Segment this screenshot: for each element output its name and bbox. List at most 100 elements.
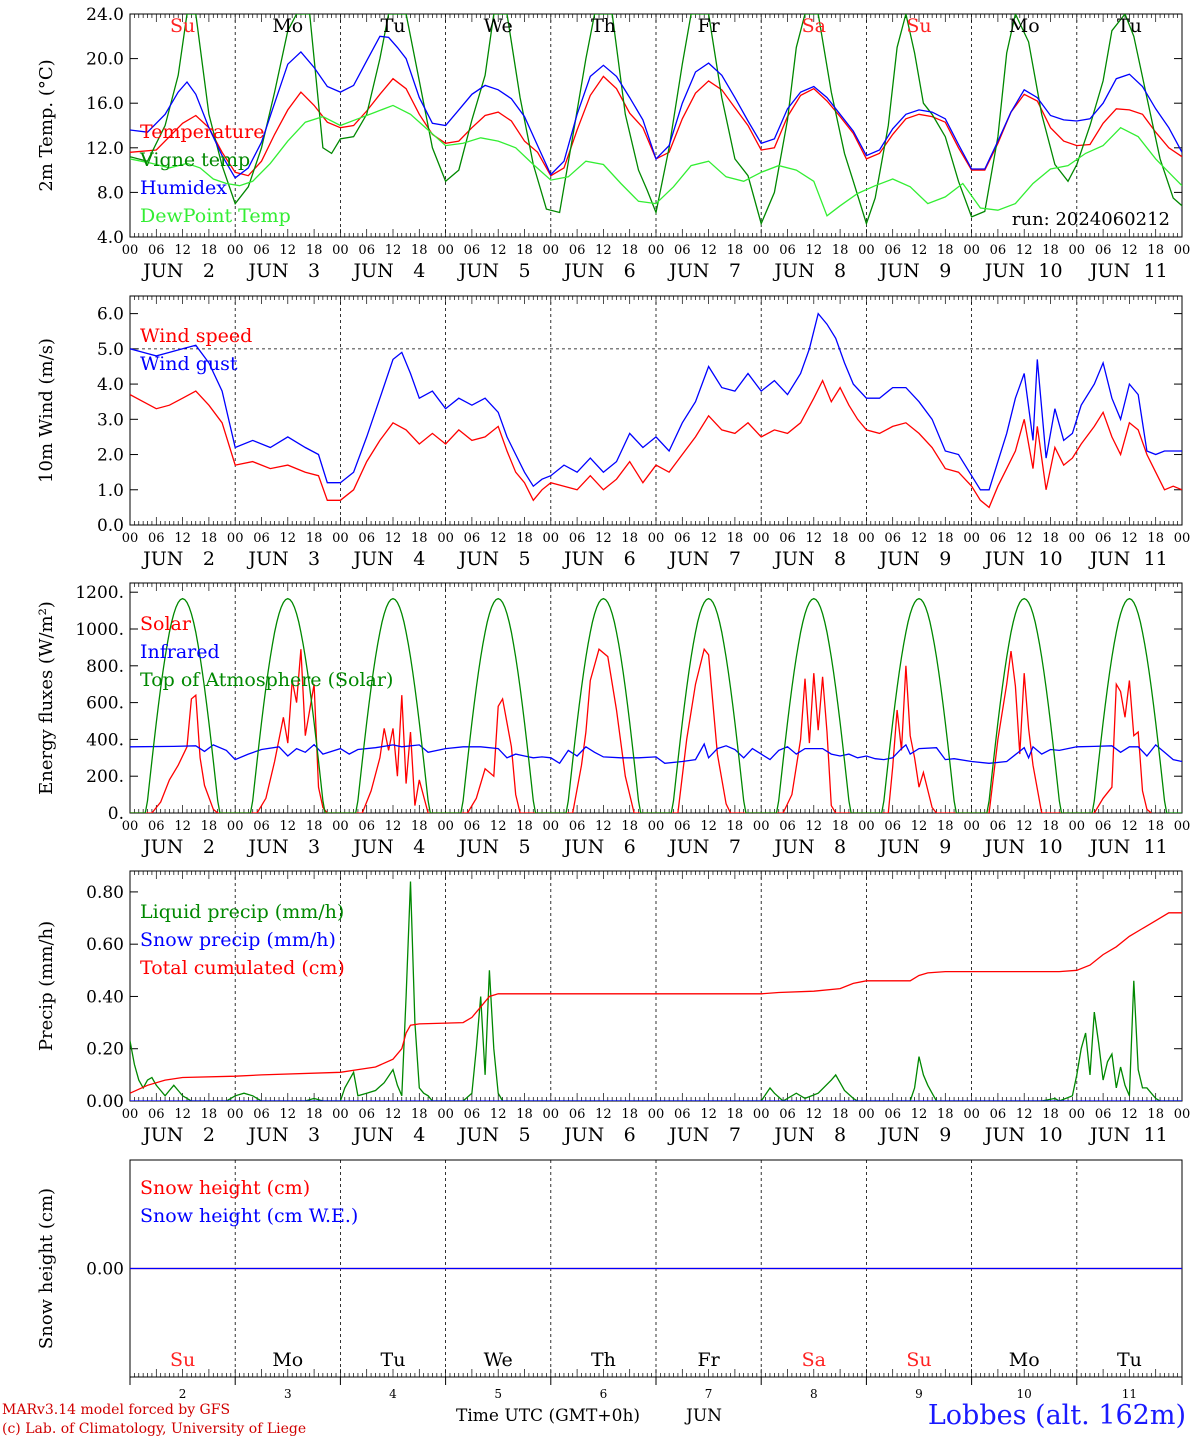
hour-tick-label: 18	[1147, 819, 1164, 834]
x-month-label: JUN	[1088, 548, 1130, 570]
x-month-label: JUN	[457, 1124, 499, 1146]
x-day-label: 10	[1038, 1124, 1062, 1146]
hour-tick-label: 12	[1121, 819, 1138, 834]
x-axis-label: Time UTC (GMT+0h)	[456, 1406, 641, 1426]
hour-tick-label: 06	[674, 243, 691, 258]
x-day-label: 6	[624, 260, 636, 282]
x-axis-month: JUN	[686, 1406, 723, 1426]
hour-tick-label: 00	[858, 1107, 875, 1122]
x-day-label: 2	[203, 548, 215, 570]
hour-tick-label: 00	[122, 531, 139, 546]
y-tick-label: 24.0	[86, 5, 124, 25]
x-month-label: JUN	[141, 548, 183, 570]
weekday-label-bottom: Mo	[272, 1349, 303, 1371]
hour-tick-label: 00	[648, 1107, 665, 1122]
hour-tick-label: 18	[1042, 531, 1059, 546]
hour-tick-label: 18	[411, 819, 428, 834]
x-month-label: JUN	[246, 1124, 288, 1146]
x-month-label: JUN	[457, 548, 499, 570]
x-day-label: 7	[729, 1124, 741, 1146]
x-month-label: JUN	[983, 836, 1025, 858]
x-day-label: 7	[729, 836, 741, 858]
hour-tick-label: 06	[990, 531, 1007, 546]
weekday-label-bottom: Tu	[381, 1349, 406, 1371]
x-month-label: JUN	[772, 836, 814, 858]
y-tick-label: 0.60	[86, 935, 124, 955]
hour-tick-label: 00	[1174, 819, 1191, 834]
series-line-wind-speed	[130, 379, 1182, 509]
hour-tick-label: 18	[411, 531, 428, 546]
day-number-label: 11	[1122, 1387, 1137, 1401]
x-day-label: 2	[203, 836, 215, 858]
hour-tick-label: 12	[490, 243, 507, 258]
x-day-label: 9	[939, 836, 951, 858]
x-month-label: JUN	[878, 836, 920, 858]
x-month-label: JUN	[667, 260, 709, 282]
hour-tick-label: 12	[174, 243, 191, 258]
y-tick-label: 16.0	[86, 94, 124, 114]
x-month-label: JUN	[983, 548, 1025, 570]
x-month-label: JUN	[562, 260, 604, 282]
hour-tick-label: 12	[806, 531, 823, 546]
y-tick-label: 5.0	[97, 340, 124, 360]
hour-tick-label: 12	[700, 819, 717, 834]
hour-tick-label: 06	[464, 819, 481, 834]
legend-entry: Top of Atmosphere (Solar)	[140, 669, 393, 691]
weekday-label-top: Su	[906, 15, 931, 37]
hour-tick-label: 00	[753, 819, 770, 834]
hour-tick-label: 06	[148, 819, 165, 834]
y-tick-label: 0.00	[86, 1260, 124, 1280]
weekday-label-top: Sa	[802, 15, 826, 37]
hour-tick-label: 18	[306, 819, 323, 834]
hour-tick-label: 12	[595, 819, 612, 834]
hour-tick-label: 00	[227, 243, 244, 258]
hour-tick-label: 12	[806, 1107, 823, 1122]
x-month-label: JUN	[352, 548, 394, 570]
x-month-label: JUN	[562, 548, 604, 570]
hour-tick-label: 00	[543, 1107, 560, 1122]
hour-tick-label: 18	[201, 1107, 218, 1122]
hour-tick-label: 06	[674, 819, 691, 834]
y-axis-label: Precip (mm/h)	[36, 921, 57, 1051]
x-day-label: 8	[834, 1124, 846, 1146]
hour-tick-label: 12	[385, 1107, 402, 1122]
y-axis-label: Energy fluxes (W/m²)	[36, 601, 57, 795]
y-tick-label: 400.	[86, 730, 124, 750]
x-day-label: 8	[834, 260, 846, 282]
x-month-label: JUN	[141, 836, 183, 858]
hour-tick-label: 06	[464, 1107, 481, 1122]
x-month-label: JUN	[352, 836, 394, 858]
weekday-label-top: Fr	[697, 15, 720, 37]
hour-tick-label: 12	[280, 819, 297, 834]
weekday-label-bottom: Sa	[802, 1349, 826, 1371]
day-number-label: 10	[1017, 1387, 1032, 1401]
hour-tick-label: 12	[490, 819, 507, 834]
x-month-label: JUN	[878, 1124, 920, 1146]
hour-tick-label: 12	[806, 819, 823, 834]
y-tick-label: 12.0	[86, 139, 124, 159]
hour-tick-label: 18	[832, 243, 849, 258]
hour-tick-label: 18	[937, 1107, 954, 1122]
x-month-label: JUN	[667, 548, 709, 570]
hour-tick-label: 00	[227, 1107, 244, 1122]
hour-tick-label: 06	[148, 531, 165, 546]
weekday-label-top: Mo	[272, 15, 303, 37]
hour-tick-label: 00	[437, 243, 454, 258]
hour-tick-label: 00	[753, 243, 770, 258]
hour-tick-label: 00	[543, 531, 560, 546]
hour-tick-label: 00	[437, 819, 454, 834]
day-number-label: 9	[915, 1387, 923, 1401]
hour-tick-label: 06	[358, 243, 375, 258]
hour-tick-label: 00	[963, 1107, 980, 1122]
hour-tick-label: 18	[306, 243, 323, 258]
hour-tick-label: 12	[280, 243, 297, 258]
weekday-label-bottom: We	[484, 1349, 513, 1371]
hour-tick-label: 00	[648, 531, 665, 546]
hour-tick-label: 18	[1042, 1107, 1059, 1122]
hour-tick-label: 18	[727, 243, 744, 258]
hour-tick-label: 18	[1147, 531, 1164, 546]
x-month-label: JUN	[246, 260, 288, 282]
hour-tick-label: 12	[911, 819, 928, 834]
hour-tick-label: 12	[700, 1107, 717, 1122]
x-month-label: JUN	[878, 548, 920, 570]
